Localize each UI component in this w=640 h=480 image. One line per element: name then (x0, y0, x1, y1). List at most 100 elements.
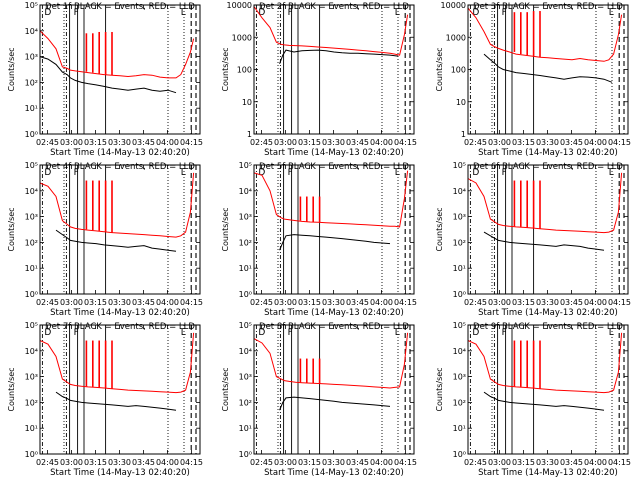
x-tick-label: 03:00 (60, 298, 83, 307)
marker-label-f: F (502, 168, 507, 178)
y-axis-label: Counts/sec (435, 367, 444, 411)
x-tick-label: 03:00 (274, 298, 297, 307)
marker-label-d: D (258, 8, 265, 18)
plot-frame (253, 4, 415, 135)
x-axis-label: Start Time (14-May-13 02:40:20) (264, 468, 404, 478)
plot-frame (39, 4, 201, 135)
y-tick-label: 10¹ (25, 104, 38, 113)
y-tick-label: 10¹ (453, 264, 466, 273)
events-series-line (279, 234, 391, 251)
x-tick-label: 03:15 (84, 458, 107, 467)
y-tick-label: 10³ (25, 373, 38, 382)
y-axis-label: Counts/sec (435, 47, 444, 91)
y-axis-label: Counts/sec (221, 207, 230, 251)
x-tick-label: 03:15 (512, 298, 535, 307)
x-tick-label: 03:00 (60, 458, 83, 467)
marker-label-f: F (502, 328, 507, 338)
chart-title: Det 2f BLACK = Events, RED = LLD (259, 2, 409, 12)
y-tick-label: 10 (242, 98, 252, 107)
x-tick-label: 03:00 (274, 458, 297, 467)
y-tick-label: 1000 (446, 33, 466, 42)
x-tick-label: 04:00 (370, 458, 393, 467)
y-tick-label: 10⁰ (25, 130, 38, 139)
x-tick-label: 04:00 (156, 298, 179, 307)
x-tick-label: 04:15 (394, 458, 417, 467)
lld-series-line (39, 172, 195, 238)
y-tick-label: 10¹ (239, 264, 252, 273)
marker-label-l: L (181, 328, 186, 338)
y-axis-label: Counts/sec (221, 47, 230, 91)
x-tick-label: 02:45 (250, 138, 273, 147)
y-tick-label: 100 (237, 66, 252, 75)
x-tick-label: 03:30 (108, 458, 131, 467)
x-tick-label: 03:30 (536, 298, 559, 307)
x-axis-label: Start Time (14-May-13 02:40:20) (478, 148, 618, 158)
y-tick-label: 10² (25, 238, 38, 247)
chart-title: Det 5f BLACK = Events, RED = LLD (259, 162, 409, 172)
y-tick-label: 1 (461, 130, 466, 139)
x-tick-label: 04:00 (370, 298, 393, 307)
y-tick-label: 10⁰ (239, 450, 252, 459)
chart-title: Det 8f BLACK = Events, RED = LLD (259, 322, 409, 332)
y-tick-label: 10⁵ (25, 1, 38, 10)
x-tick-label: 03:45 (560, 138, 583, 147)
y-axis-label: Counts/sec (7, 367, 16, 411)
plot-frame (39, 324, 201, 455)
x-tick-label: 03:45 (346, 458, 369, 467)
x-tick-label: 04:15 (394, 138, 417, 147)
x-axis-label: Start Time (14-May-13 02:40:20) (50, 148, 190, 158)
x-tick-label: 03:45 (132, 298, 155, 307)
y-tick-label: 10⁵ (25, 321, 38, 330)
x-tick-label: 02:45 (36, 458, 59, 467)
events-series-line (279, 396, 391, 411)
y-tick-label: 10⁰ (25, 450, 38, 459)
chart-title: Det 1f BLACK = Events, RED = LLD (45, 2, 195, 12)
y-tick-label: 10² (239, 398, 252, 407)
events-series-line (483, 231, 605, 251)
x-tick-label: 02:45 (464, 298, 487, 307)
x-tick-label: 03:15 (84, 138, 107, 147)
lld-series-line (253, 332, 409, 389)
y-tick-label: 10³ (25, 53, 38, 62)
x-tick-label: 03:15 (512, 138, 535, 147)
x-tick-label: 04:15 (180, 138, 203, 147)
y-tick-label: 10⁴ (25, 187, 38, 196)
y-tick-label: 10² (453, 398, 466, 407)
x-tick-label: 03:30 (108, 298, 131, 307)
x-tick-label: 04:00 (156, 458, 179, 467)
marker-label-f: F (74, 168, 79, 178)
marker-label-f: F (288, 328, 293, 338)
marker-label-d: D (44, 328, 51, 338)
marker-label-d: D (472, 328, 479, 338)
marker-label-f: F (288, 8, 293, 18)
y-tick-label: 10³ (453, 373, 466, 382)
y-tick-label: 10⁰ (25, 290, 38, 299)
x-tick-label: 04:00 (584, 298, 607, 307)
x-tick-label: 03:45 (560, 458, 583, 467)
y-tick-label: 10000 (441, 1, 466, 10)
x-tick-label: 04:00 (156, 138, 179, 147)
x-axis-label: Start Time (14-May-13 02:40:20) (264, 308, 404, 318)
y-tick-label: 10⁰ (453, 290, 466, 299)
x-tick-label: 03:00 (274, 138, 297, 147)
events-series-line (483, 53, 613, 83)
chart-title: Det 6f BLACK = Events, RED = LLD (473, 162, 623, 172)
x-tick-label: 03:00 (488, 458, 511, 467)
x-tick-label: 03:15 (512, 458, 535, 467)
y-tick-label: 10⁰ (453, 450, 466, 459)
y-tick-label: 10³ (239, 373, 252, 382)
x-tick-label: 04:15 (608, 458, 631, 467)
y-tick-label: 10² (453, 238, 466, 247)
marker-label-l: L (609, 8, 614, 18)
lld-series-line (39, 332, 195, 394)
x-tick-label: 03:45 (346, 138, 369, 147)
y-tick-label: 10⁴ (453, 187, 466, 196)
events-series-line (279, 49, 399, 64)
plot-frame (253, 164, 415, 295)
events-series-line (483, 391, 605, 411)
